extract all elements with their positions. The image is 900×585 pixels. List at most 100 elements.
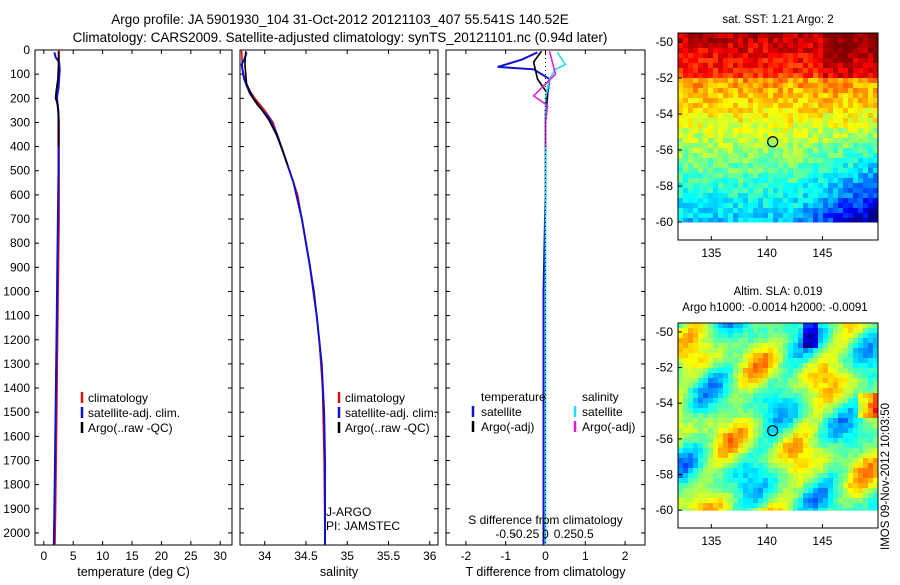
map-cell [718,173,724,179]
map-cell [858,58,864,64]
map-cell [783,418,789,424]
map-cell [873,488,879,494]
map-cell [713,438,719,444]
map-cell [768,338,774,344]
map-cell [733,133,739,139]
map-cell [848,483,854,489]
map-cell [763,368,769,374]
map-cell [853,168,859,174]
map-cell [788,103,794,109]
map-cell [728,83,734,89]
map-cell [848,443,854,449]
map-cell [728,483,734,489]
map-cell [693,58,699,64]
map-cell [768,363,774,369]
map-cell [733,103,739,109]
map-cell [698,478,704,484]
map-cell [773,83,779,89]
map-cell [768,328,774,334]
map-cell [743,463,749,469]
map-cell [818,343,824,349]
map-cell [693,428,699,434]
map-cell [698,138,704,144]
map-cell [753,323,759,329]
map-cell [768,408,774,414]
map-cell [788,188,794,194]
map-cell [723,458,729,464]
map-cell [718,413,724,419]
map-cell [788,38,794,44]
map-cell [693,463,699,469]
map-cell [758,58,764,64]
map-cell [768,123,774,129]
map-cell [758,488,764,494]
map-cell [813,323,819,329]
map-cell [693,443,699,449]
map-cell [728,128,734,134]
map-cell [848,323,854,329]
legend-label: satellite [481,405,522,419]
map-cell [698,323,704,329]
map-cell [868,193,874,199]
map-cell [758,33,764,39]
map-cell [743,163,749,169]
map-cell [678,203,684,209]
map-cell [808,448,814,454]
map-cell [823,418,829,424]
map-cell [843,33,849,39]
map-cell [788,393,794,399]
map-cell [728,338,734,344]
map-cell [738,443,744,449]
map-cell [733,378,739,384]
map-cell [758,153,764,159]
map-cell [738,388,744,394]
map-cell [718,93,724,99]
map-cell [693,133,699,139]
map-cell [693,103,699,109]
map-cell [823,443,829,449]
map-cell [863,48,869,54]
map-cell [858,413,864,419]
x-tick-label: 135 [701,246,721,260]
map-cell [873,213,879,219]
map-cell [833,208,839,214]
map-cell [823,158,829,164]
map-cell [773,468,779,474]
map-cell [778,63,784,69]
map-cell [793,198,799,204]
map-cell [768,403,774,409]
map-cell [723,193,729,199]
map-cell [748,468,754,474]
map-cell [833,123,839,129]
map-cell [713,173,719,179]
map-cell [773,388,779,394]
map-cell [798,173,804,179]
map-cell [823,368,829,374]
map-cell [728,133,734,139]
map-cell [833,433,839,439]
map-cell [708,403,714,409]
map-cell [858,88,864,94]
map-cell [703,358,709,364]
map-cell [873,38,879,44]
y-tick-label: 1400 [3,381,30,395]
map-cell [738,408,744,414]
map-cell [738,203,744,209]
map-cell [758,43,764,49]
map-cell [853,393,859,399]
map-cell [863,183,869,189]
map-cell [703,448,709,454]
map-cell [678,433,684,439]
map-cell [788,483,794,489]
map-cell [753,213,759,219]
map-cell [828,323,834,329]
map-cell [798,328,804,334]
map-cell [823,188,829,194]
map-cell [858,328,864,334]
map-cell [743,128,749,134]
map-cell [708,163,714,169]
map-cell [818,88,824,94]
map-cell [808,443,814,449]
map-cell [843,213,849,219]
map-cell [868,398,874,404]
